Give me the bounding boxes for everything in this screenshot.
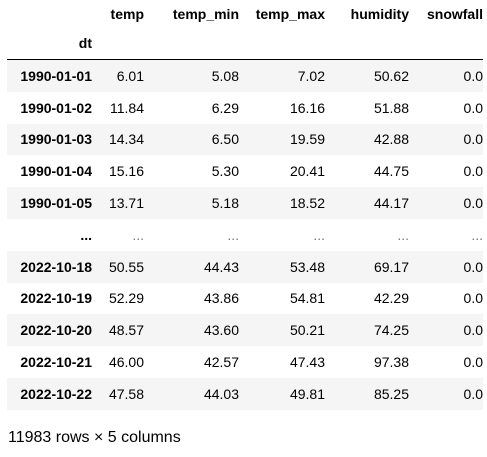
table-cell-temp-min: 5.18 (211, 195, 239, 212)
column-header-temp: temp (110, 5, 144, 22)
row-index: 1990-01-04 (20, 163, 92, 180)
table-cell-temp-max: 16.16 (289, 99, 325, 116)
table-cell-temp: 15.16 (108, 163, 144, 180)
row-index: 2022-10-20 (20, 322, 92, 339)
table-cell-temp-min: 44.03 (203, 385, 239, 402)
table-row: 1990-01-02 11.84 6.29 16.16 51.88 0.0 (7, 91, 483, 124)
column-header-row: temp temp_min temp_max humidity snowfall (7, 0, 483, 27)
row-index: 2022-10-18 (20, 258, 92, 275)
table-cell-humidity: ... (397, 226, 409, 243)
index-name: dt (78, 35, 92, 51)
table-cell-snowfall: 0.0 (463, 354, 483, 371)
table-cell-snowfall: 0.0 (463, 385, 483, 402)
row-index: 2022-10-22 (20, 385, 92, 402)
table-cell-temp: ... (132, 226, 144, 243)
table-cell-temp: 46.00 (108, 354, 144, 371)
table-cell-snowfall: 0.0 (463, 131, 483, 148)
table-cell-temp: 48.57 (108, 322, 144, 339)
table-cell-humidity: 42.29 (373, 290, 409, 307)
index-header-cell (144, 27, 239, 60)
table-cell-temp-min: 44.43 (203, 258, 239, 275)
table-cell-humidity: 69.17 (373, 258, 409, 275)
table-cell-temp-max: 53.48 (289, 258, 325, 275)
table-row: 1990-01-04 15.16 5.30 20.41 44.75 0.0 (7, 155, 483, 188)
table-cell-snowfall: 0.0 (463, 258, 483, 275)
table-row: 2022-10-20 48.57 43.60 50.21 74.25 0.0 (7, 314, 483, 347)
table-cell-temp: 47.58 (108, 385, 144, 402)
table-cell-temp-max: 49.81 (289, 385, 325, 402)
table-cell-humidity: 44.75 (373, 163, 409, 180)
table-row: .................. (7, 218, 483, 251)
column-header-snowfall: snowfall (426, 5, 483, 22)
column-header-temp-max: temp_max (255, 5, 325, 22)
table-cell-temp-min: 6.50 (211, 131, 239, 148)
table-cell-humidity: 97.38 (373, 354, 409, 371)
row-index: 1990-01-01 (20, 67, 92, 84)
table-cell-temp: 13.71 (108, 195, 144, 212)
table-row: 1990-01-03 14.34 6.50 19.59 42.88 0.0 (7, 123, 483, 156)
row-index: 1990-01-02 (20, 99, 92, 116)
table-cell-temp-max: 20.41 (289, 163, 325, 180)
table-cell-humidity: 74.25 (373, 322, 409, 339)
table-cell-humidity: 42.88 (373, 131, 409, 148)
table-cell-temp-min: ... (227, 226, 239, 243)
table-row: 2022-10-18 50.55 44.43 53.48 69.17 0.0 (7, 250, 483, 283)
table-cell-temp-max: 50.21 (289, 322, 325, 339)
table-cell-snowfall: 0.0 (463, 67, 483, 84)
table-cell-humidity: 51.88 (373, 99, 409, 116)
dataframe-table: temp temp_min temp_max humidity snowfall… (7, 0, 483, 410)
table-cell-temp-max: 19.59 (289, 131, 325, 148)
table-cell-temp-max: 18.52 (289, 195, 325, 212)
column-header-blank (7, 0, 94, 27)
table-cell-snowfall: 0.0 (463, 290, 483, 307)
table-row: 1990-01-05 13.71 5.18 18.52 44.17 0.0 (7, 187, 483, 219)
table-cell-snowfall: 0.0 (463, 195, 483, 212)
table-cell-snowfall: 0.0 (463, 163, 483, 180)
table-cell-temp-min: 43.60 (203, 322, 239, 339)
index-header-cell (325, 27, 409, 60)
table-cell-temp: 50.55 (108, 258, 144, 275)
index-header-cell (94, 27, 144, 60)
table-cell-temp-min: 43.86 (203, 290, 239, 307)
table-cell-temp: 6.01 (116, 67, 144, 84)
table-cell-humidity: 50.62 (373, 67, 409, 84)
table-cell-humidity: 85.25 (373, 385, 409, 402)
table-cell-temp-max: 7.02 (297, 67, 325, 84)
row-index: 2022-10-19 (20, 290, 92, 307)
column-header-humidity: humidity (350, 5, 409, 22)
table-cell-temp-min: 6.29 (211, 99, 239, 116)
table-cell-temp-min: 42.57 (203, 354, 239, 371)
table-cell-humidity: 44.17 (373, 195, 409, 212)
table-cell-temp-max: ... (313, 226, 325, 243)
table-cell-temp: 14.34 (108, 131, 144, 148)
row-index: 1990-01-05 (20, 195, 92, 212)
index-header-row: dt (7, 27, 483, 60)
table-cell-temp-max: 47.43 (289, 354, 325, 371)
table-row: 2022-10-22 47.58 44.03 49.81 85.25 0.0 (7, 377, 483, 410)
dataframe-output: temp temp_min temp_max humidity snowfall… (7, 0, 483, 410)
table-cell-snowfall: ... (471, 226, 483, 243)
table-cell-temp-max: 54.81 (289, 290, 325, 307)
table-cell-snowfall: 0.0 (463, 99, 483, 116)
row-index: ... (80, 226, 92, 243)
table-row: 2022-10-19 52.29 43.86 54.81 42.29 0.0 (7, 282, 483, 315)
index-header-cell (409, 27, 483, 60)
table-row: 2022-10-21 46.00 42.57 47.43 97.38 0.0 (7, 346, 483, 378)
table-cell-temp: 52.29 (108, 290, 144, 307)
row-count-summary: 11983 rows × 5 columns (8, 429, 181, 446)
table-cell-snowfall: 0.0 (463, 322, 483, 339)
table-cell-temp-min: 5.30 (211, 163, 239, 180)
row-index: 2022-10-21 (20, 354, 92, 371)
table-row: 1990-01-01 6.01 5.08 7.02 50.62 0.0 (7, 59, 483, 92)
table-body: 1990-01-01 6.01 5.08 7.02 50.62 0.0 1990-01-02… (7, 59, 483, 410)
index-header-cell (239, 27, 325, 60)
row-index: 1990-01-03 (20, 131, 92, 148)
column-header-temp-min: temp_min (172, 5, 239, 22)
table-cell-temp: 11.84 (110, 99, 144, 116)
table-cell-temp-min: 5.08 (211, 67, 239, 84)
